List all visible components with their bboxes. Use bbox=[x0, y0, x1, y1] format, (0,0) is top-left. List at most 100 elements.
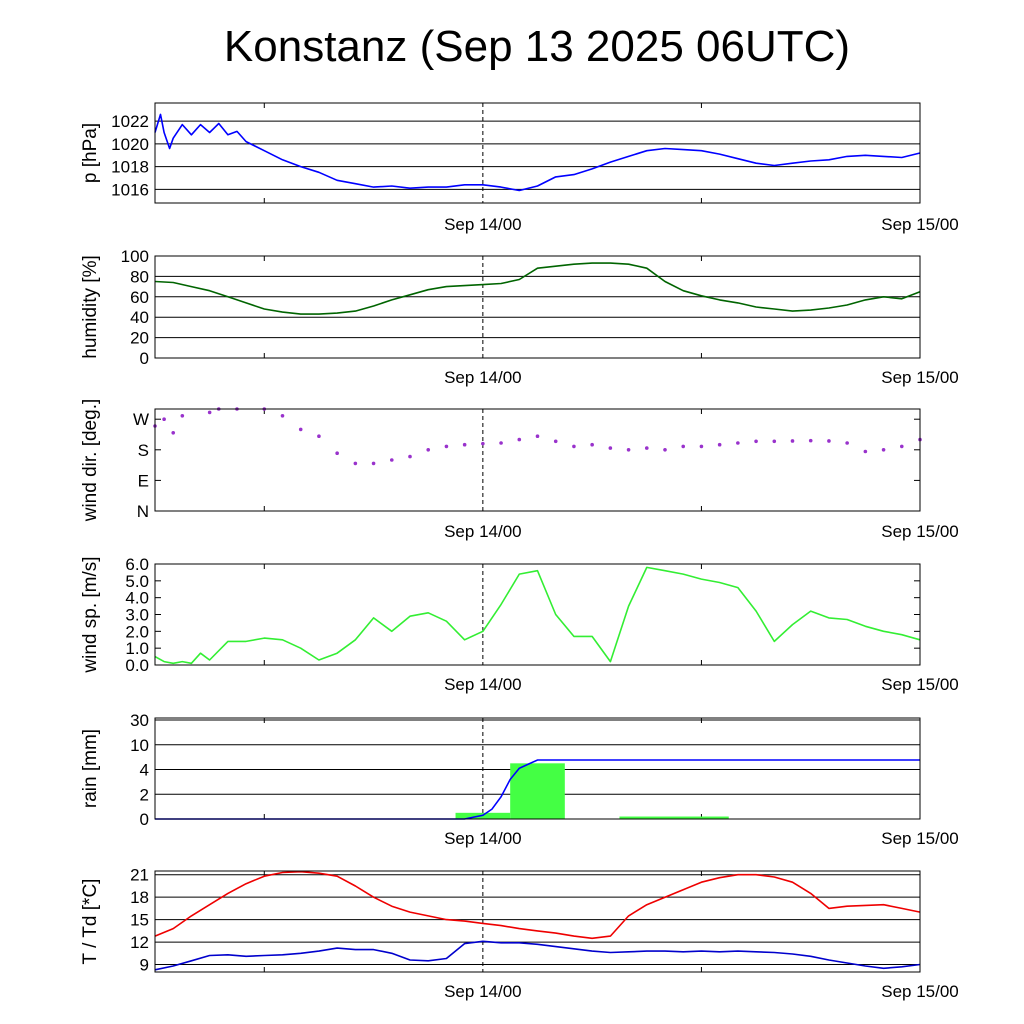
y-tick-label: 4 bbox=[140, 761, 149, 780]
wind-dir-point bbox=[808, 438, 813, 443]
plot-frame bbox=[154, 717, 921, 820]
wind-dir-point bbox=[481, 441, 485, 446]
wind-dir-point bbox=[444, 444, 449, 449]
wind-dir-point bbox=[608, 446, 613, 450]
wind-dir-point bbox=[772, 439, 777, 444]
wind-dir-point bbox=[881, 448, 886, 452]
y-tick-label: 0 bbox=[140, 810, 149, 829]
wind-dir-point bbox=[572, 444, 576, 449]
wind-dir-point bbox=[180, 414, 185, 418]
x-tick-label: Sep 14/00 bbox=[444, 675, 522, 694]
y-tick-label: 1020 bbox=[111, 135, 149, 154]
wind-dir-point bbox=[663, 448, 667, 452]
wind-dir-point bbox=[626, 448, 631, 452]
y-tick-label: 1016 bbox=[111, 180, 149, 199]
plot-frame bbox=[154, 102, 921, 204]
wind-dir-point bbox=[317, 434, 321, 439]
wind-dir-point bbox=[553, 439, 558, 444]
chart-title: Konstanz (Sep 13 2025 06UTC) bbox=[223, 22, 851, 71]
wind-dir-point bbox=[681, 444, 686, 449]
y-tick-label: 2.0 bbox=[125, 622, 149, 641]
y-tick-label: 0 bbox=[140, 349, 149, 368]
series-line-1 bbox=[154, 870, 921, 940]
wind-dir-point bbox=[280, 414, 285, 418]
panel-6: 9 12 15 18 21 T / Td [*C] Sep 14/00 Sep 15/00 bbox=[80, 866, 959, 1001]
wind-dir-point bbox=[517, 437, 522, 442]
y-axis-label: p [hPa] bbox=[80, 123, 101, 183]
panel-5: 0 2 4 10 30 rain [mm] Sep 14/00 Sep 15/00 bbox=[80, 711, 959, 848]
y-tick-label: N bbox=[137, 502, 149, 521]
y-tick-label: 0.0 bbox=[125, 656, 149, 675]
y-tick-label: W bbox=[133, 410, 149, 429]
y-tick-label: 80 bbox=[130, 267, 149, 286]
series-line-1 bbox=[154, 566, 921, 665]
wind-dir-point bbox=[462, 442, 467, 447]
plot-frame bbox=[154, 255, 921, 359]
wind-dir-point bbox=[827, 439, 831, 443]
x-tick-label: Sep 15/00 bbox=[881, 215, 959, 234]
wind-dir-point bbox=[298, 427, 303, 432]
y-tick-label: 100 bbox=[121, 247, 149, 266]
y-tick-label: 9 bbox=[140, 956, 149, 975]
wind-dir-point bbox=[371, 461, 376, 466]
y-tick-label: 18 bbox=[130, 888, 149, 907]
x-tick-label: Sep 15/00 bbox=[881, 829, 959, 848]
series-line-2 bbox=[154, 940, 921, 971]
y-tick-label: E bbox=[138, 471, 149, 490]
plot-frame bbox=[154, 408, 921, 512]
y-tick-label: 1022 bbox=[111, 112, 149, 131]
y-tick-label: 15 bbox=[130, 911, 149, 930]
y-tick-label: 12 bbox=[130, 933, 149, 952]
x-tick-label: Sep 14/00 bbox=[444, 368, 522, 387]
x-tick-label: Sep 15/00 bbox=[881, 675, 959, 694]
wind-dir-point bbox=[736, 441, 740, 445]
wind-dir-point bbox=[717, 442, 722, 447]
y-axis-label: T / Td [*C] bbox=[80, 879, 101, 965]
y-tick-label: 10 bbox=[130, 736, 149, 755]
y-tick-label: 21 bbox=[130, 866, 149, 885]
series-line-1 bbox=[154, 113, 921, 192]
wind-dir-point bbox=[535, 434, 540, 439]
y-tick-label: 30 bbox=[130, 711, 149, 730]
rain-bar bbox=[510, 763, 565, 819]
wind-dir-point bbox=[426, 448, 431, 452]
y-tick-label: 5.0 bbox=[125, 572, 149, 591]
y-tick-label: 20 bbox=[130, 329, 149, 348]
wind-dir-point bbox=[207, 410, 212, 415]
y-axis-label: rain [mm] bbox=[80, 729, 101, 808]
y-tick-label: 1.0 bbox=[125, 639, 149, 658]
wind-dir-point bbox=[845, 441, 849, 445]
wind-dir-point bbox=[899, 444, 904, 449]
x-tick-label: Sep 15/00 bbox=[881, 982, 959, 1001]
y-axis-label: wind dir. [deg.] bbox=[80, 399, 101, 523]
x-tick-label: Sep 14/00 bbox=[444, 982, 522, 1001]
panel-1: 1016 1018 1020 1022 p [hPa] Sep 14/00 Sep 15/0… bbox=[80, 102, 959, 234]
plot-frame bbox=[154, 870, 921, 973]
x-tick-label: Sep 15/00 bbox=[881, 368, 959, 387]
wind-dir-point bbox=[335, 451, 339, 456]
y-tick-label: 1018 bbox=[111, 158, 149, 177]
panel-4: 0.01.02.03.04.05.06.0 wind sp. [m/s] Sep 1… bbox=[80, 555, 959, 694]
wind-dir-point bbox=[590, 442, 594, 447]
y-tick-label: 2 bbox=[140, 785, 149, 804]
x-tick-label: Sep 15/00 bbox=[881, 522, 959, 541]
x-tick-label: Sep 14/00 bbox=[444, 215, 522, 234]
y-axis-label: humidity [%] bbox=[80, 255, 101, 358]
series-line-1 bbox=[154, 262, 921, 315]
wind-dir-point bbox=[499, 441, 503, 445]
wind-dir-point bbox=[644, 446, 649, 450]
wind-dir-point bbox=[162, 417, 166, 422]
wind-dir-point bbox=[353, 461, 358, 466]
y-tick-label: 40 bbox=[130, 308, 149, 327]
y-tick-label: S bbox=[138, 441, 149, 460]
y-tick-label: 6.0 bbox=[125, 555, 149, 574]
y-tick-label: 4.0 bbox=[125, 589, 149, 608]
x-tick-label: Sep 14/00 bbox=[444, 522, 522, 541]
wind-dir-point bbox=[699, 444, 704, 449]
wind-dir-point bbox=[790, 439, 795, 443]
y-tick-label: 60 bbox=[130, 288, 149, 307]
wind-dir-point bbox=[754, 439, 758, 444]
x-tick-label: Sep 14/00 bbox=[444, 829, 522, 848]
